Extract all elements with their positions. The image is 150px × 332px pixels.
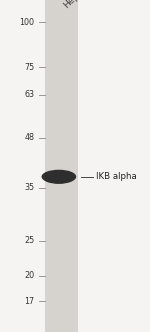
Text: HepG2: HepG2: [61, 0, 90, 10]
Text: 20: 20: [24, 271, 34, 280]
Bar: [45, 0, 78, 332]
Text: 63: 63: [24, 90, 34, 99]
Text: 75: 75: [24, 63, 34, 72]
Text: 100: 100: [20, 18, 34, 27]
Text: 25: 25: [24, 236, 34, 245]
Text: 17: 17: [24, 297, 34, 306]
Ellipse shape: [42, 170, 76, 184]
Text: 48: 48: [24, 133, 34, 142]
Text: IKB alpha: IKB alpha: [96, 172, 137, 181]
Text: 35: 35: [24, 183, 34, 192]
